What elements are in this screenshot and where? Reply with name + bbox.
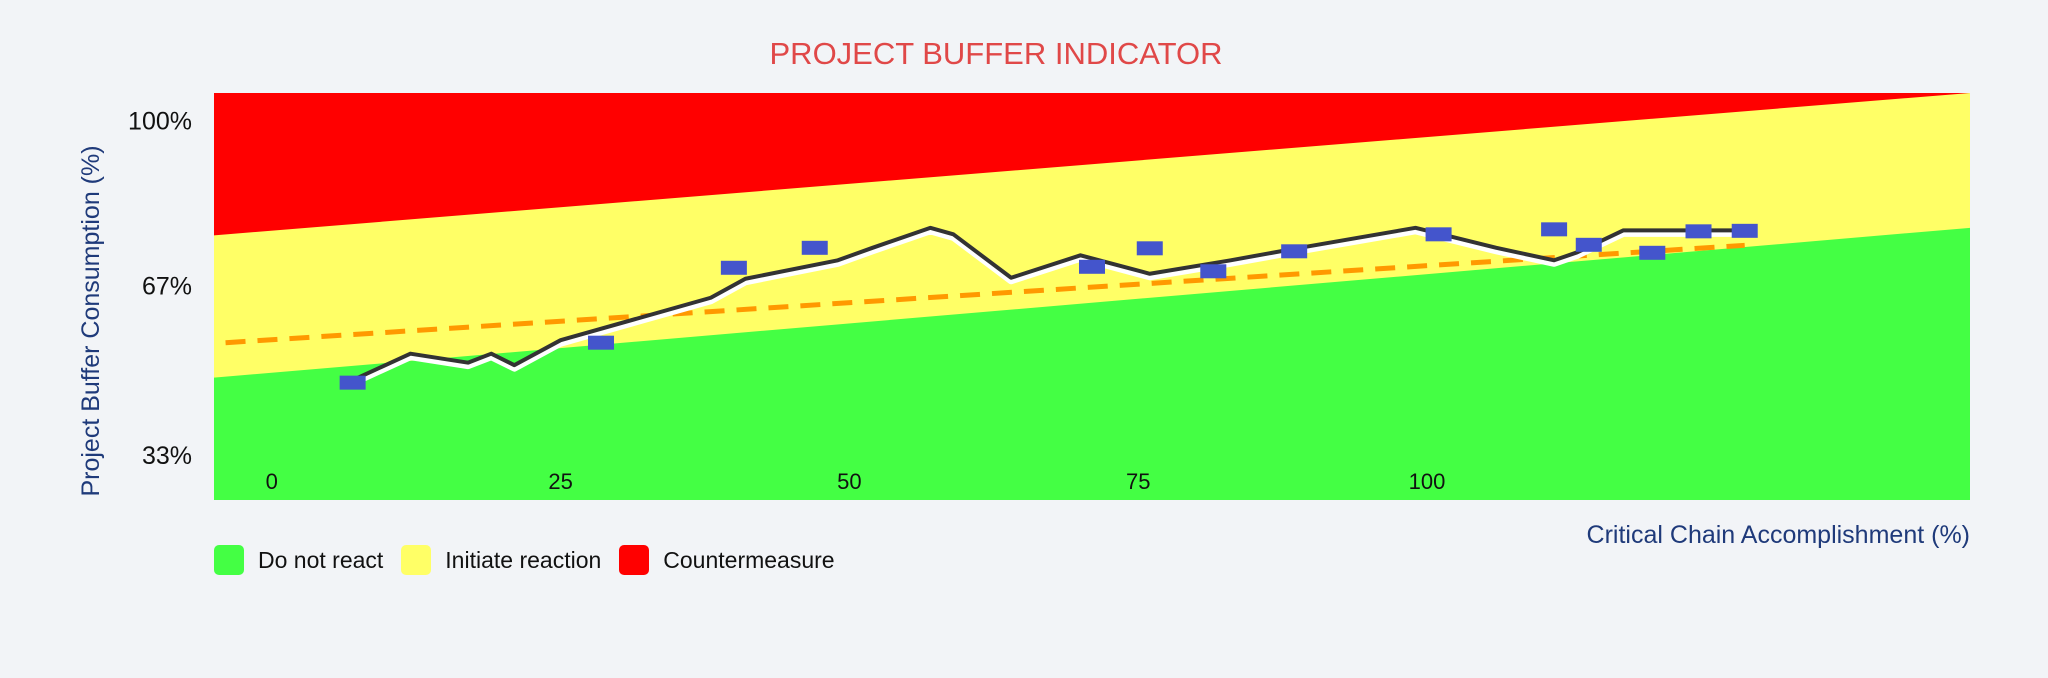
status-marker xyxy=(1541,222,1568,237)
zones xyxy=(214,93,1970,500)
status-marker xyxy=(801,240,828,255)
status-marker xyxy=(1425,227,1452,242)
y-tick-label: 100% xyxy=(128,107,192,135)
legend-item-countermeasure: Countermeasure xyxy=(619,545,835,575)
status-marker xyxy=(1575,237,1602,252)
buffer-line xyxy=(351,225,1739,382)
legend-item-initiate-reaction: Initiate reaction xyxy=(401,545,601,575)
y-tick-label: 33% xyxy=(142,442,192,470)
series-layer xyxy=(225,222,1758,390)
legend: Do not react Initiate reaction Counterme… xyxy=(214,545,853,575)
legend-label: Countermeasure xyxy=(663,546,835,573)
status-marker xyxy=(1685,224,1712,239)
y-tick-label: 67% xyxy=(142,272,192,300)
x-tick-label: 100 xyxy=(1409,469,1446,494)
x-axis-label: Critical Chain Accomplishment (%) xyxy=(1587,521,1970,549)
legend-item-do-not-react: Do not react xyxy=(214,545,383,575)
status-marker xyxy=(1281,244,1308,259)
buffer-line-halo xyxy=(351,227,1739,387)
legend-label: Do not react xyxy=(258,546,384,573)
status-marker xyxy=(1079,259,1105,274)
status-marker xyxy=(1136,241,1163,256)
status-marker xyxy=(1200,264,1227,279)
status-marker xyxy=(1639,245,1666,260)
x-tick-label: 0 xyxy=(266,469,278,494)
y-axis-label: Project Buffer Consumption (%) xyxy=(77,145,105,496)
ticks-layer: 0 25 50 75 100 33% 67% 100% xyxy=(128,107,1445,494)
zone-do-not-react xyxy=(214,227,1970,500)
legend-swatch-yellow xyxy=(401,545,432,575)
legend-label: Initiate reaction xyxy=(445,546,602,573)
chart-title: PROJECT BUFFER INDICATOR xyxy=(770,36,1223,71)
x-tick-label: 50 xyxy=(837,469,861,494)
status-marker xyxy=(720,260,747,275)
legend-swatch-red xyxy=(619,545,650,575)
legend-swatch-green xyxy=(214,545,244,575)
status-marker xyxy=(339,375,366,390)
status-marker xyxy=(1731,223,1758,238)
x-tick-label: 75 xyxy=(1126,469,1150,494)
x-tick-label: 25 xyxy=(548,469,572,494)
status-marker xyxy=(588,335,615,350)
